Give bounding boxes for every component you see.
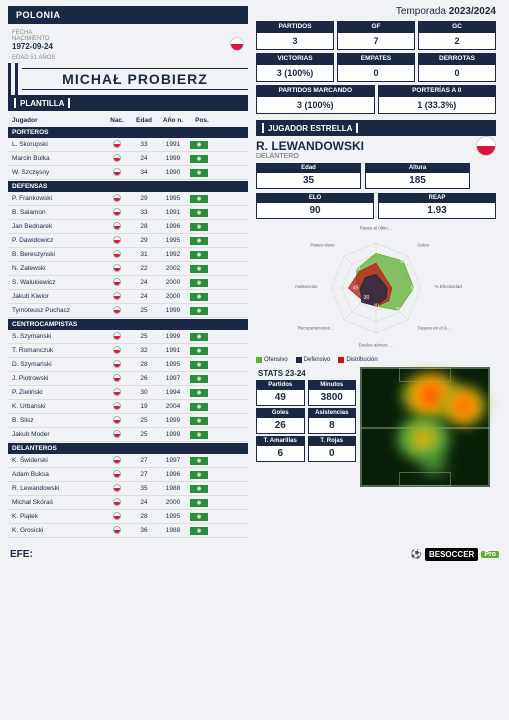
poland-flag-icon xyxy=(476,136,496,156)
svg-text:77: 77 xyxy=(373,251,379,257)
svg-text:% Efectividad: % Efectividad xyxy=(435,284,463,289)
stat-box: VICTORIAS3 (100%) xyxy=(256,53,334,82)
stat-box: Partidos49 xyxy=(256,380,305,406)
squad-category: PORTEROS xyxy=(8,127,248,138)
birth-label: FECHA NACIMIENTO xyxy=(12,30,55,42)
svg-text:84: 84 xyxy=(411,285,417,291)
squad-row: Jakub Kiwior242000◉ xyxy=(8,290,248,304)
stat-box: Minutos3800 xyxy=(308,380,357,406)
squad-category: DELANTEROS xyxy=(8,443,248,454)
svg-text:85: 85 xyxy=(400,258,406,264)
squad-row: Marcin Bulka241999◉ xyxy=(8,152,248,166)
stat-box: PORTERÍAS A 01 (33.3%) xyxy=(378,85,497,114)
squad-row: B. Bereszynski311992◉ xyxy=(8,248,248,262)
squad-row: Tymoteusz Puchacz251999◉ xyxy=(8,304,248,318)
stat-box: GF7 xyxy=(337,21,415,50)
stat-box: EMPATES0 xyxy=(337,53,415,82)
besoccer-logo: ⚽ BESOCCERPro xyxy=(411,548,499,561)
season-label: Temporada 2023/2024 xyxy=(256,6,496,17)
stat-box: T. Rojas0 xyxy=(308,436,357,462)
squad-row: B. Salamon331991◉ xyxy=(8,206,248,220)
squad-row: K. Urbanski192004◉ xyxy=(8,400,248,414)
svg-text:Duelos aéreos …: Duelos aéreos … xyxy=(359,343,394,348)
efe-logo: EFE: xyxy=(10,549,33,560)
svg-text:45: 45 xyxy=(353,285,359,291)
squad-row: K. Piątek281995◉ xyxy=(8,510,248,524)
radar-legend: Ofensivo Defensivo Distribución xyxy=(256,357,496,363)
svg-text:Recuperaciones…: Recuperaciones… xyxy=(298,325,335,330)
squad-row: R. Lewandowski351988◉ xyxy=(8,482,248,496)
svg-text:Toques en el á…: Toques en el á… xyxy=(417,325,451,330)
stats-2324-title: STATS 23-24 xyxy=(256,367,356,380)
squad-category: DEFENSAS xyxy=(8,181,248,192)
stat-box: T. Amarillas6 xyxy=(256,436,305,462)
footer: EFE: ⚽ BESOCCERPro xyxy=(0,544,509,565)
squad-row: P. Frankowski291995◉ xyxy=(8,192,248,206)
poland-flag-icon xyxy=(230,37,244,51)
squad-table: Jugador Nac. Edad Año n. Pos. PORTEROSL.… xyxy=(8,115,248,538)
squad-row: B. Slisz251999◉ xyxy=(8,414,248,428)
svg-text:70: 70 xyxy=(395,308,401,314)
heatmap-chart xyxy=(360,367,490,487)
star-player-pos: DELANTERO xyxy=(256,153,470,160)
squad-row: P. Zieliński301994◉ xyxy=(8,386,248,400)
stat-box: PARTIDOS MARCANDO3 (100%) xyxy=(256,85,375,114)
squad-row: T. Romanczuk321991◉ xyxy=(8,344,248,358)
stat-box: Asistencias8 xyxy=(308,408,357,434)
squad-row: L. Skorupski331991◉ xyxy=(8,138,248,152)
svg-text:Pases clave: Pases clave xyxy=(310,243,335,248)
squad-row: Michał Skóraś242000◉ xyxy=(8,496,248,510)
squad-category: CENTROCAMPISTAS xyxy=(8,319,248,330)
stat-box: Goles26 xyxy=(256,408,305,434)
coach-name: MICHAŁ PROBIERZ xyxy=(22,68,248,90)
svg-text:40: 40 xyxy=(373,303,379,309)
squad-row: S. Walukiewicz242000◉ xyxy=(8,276,248,290)
col-year: Año n. xyxy=(156,117,190,124)
squad-row: J. Piotrowski261997◉ xyxy=(8,372,248,386)
team-name-header: POLONIA xyxy=(8,6,248,24)
stat-box: GC2 xyxy=(418,21,496,50)
col-nat: Nac. xyxy=(102,117,132,124)
squad-row: Jan Bednarek281996◉ xyxy=(8,220,248,234)
squad-row: S. Szymanski251999◉ xyxy=(8,330,248,344)
svg-text:30: 30 xyxy=(364,295,370,301)
col-pos: Pos. xyxy=(190,117,214,124)
svg-text:Pases al últim…: Pases al últim… xyxy=(360,226,393,231)
col-player: Jugador xyxy=(12,117,102,124)
squad-row: K. Świderski271997◉ xyxy=(8,454,248,468)
svg-text:60: 60 xyxy=(354,266,360,272)
squad-title: PLANTILLA xyxy=(8,95,248,111)
squad-row: Jakub Moder251999◉ xyxy=(8,428,248,442)
col-age: Edad xyxy=(132,117,156,124)
squad-row: P. Dawidowicz291995◉ xyxy=(8,234,248,248)
star-player-name: R. LEWANDOWSKI xyxy=(256,139,470,153)
squad-row: Adam Buksa271996◉ xyxy=(8,468,248,482)
squad-row: W. Szczęsny341990◉ xyxy=(8,166,248,180)
star-title: JUGADOR ESTRELLA xyxy=(256,120,496,136)
birth-value: 1972-09-24 xyxy=(12,42,55,51)
stat-box: DERROTAS0 xyxy=(418,53,496,82)
age-label: EDAD 51 AÑOS xyxy=(12,55,55,61)
squad-row: D. Szymański281995◉ xyxy=(8,358,248,372)
svg-text:Goles: Goles xyxy=(417,243,430,248)
svg-text:Asistencias: Asistencias xyxy=(295,284,319,289)
squad-row: N. Zalewski222002◉ xyxy=(8,262,248,276)
squad-row: K. Grosicki361988◉ xyxy=(8,524,248,538)
stat-box: PARTIDOS3 xyxy=(256,21,334,50)
radar-chart: 77 85 84 70 4030 45 60 Pases al últim… Goles % Ef… xyxy=(256,223,496,353)
